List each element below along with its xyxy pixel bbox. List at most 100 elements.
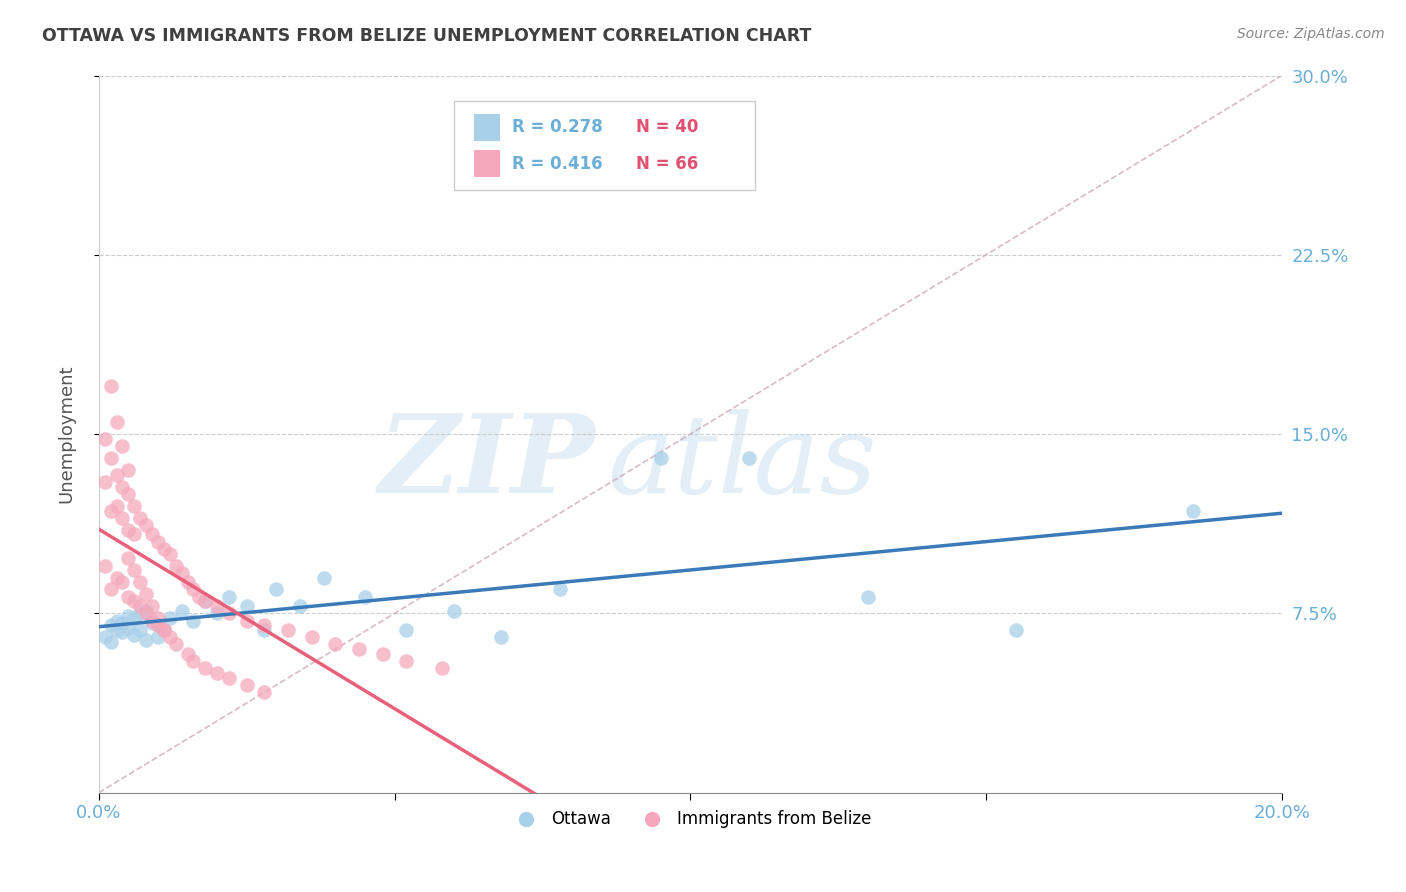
Point (105, 467, 128, 482)
Point (347, 642, 370, 657)
Point (105, 499, 128, 513)
Point (111, 625, 134, 640)
Point (301, 630, 323, 644)
Point (117, 463, 139, 477)
Point (371, 647, 394, 661)
Point (183, 654, 205, 668)
Point (129, 623, 152, 637)
Point (170, 604, 193, 618)
Point (124, 594, 146, 608)
Point (93, 432, 115, 446)
Point (141, 599, 163, 614)
Point (100, 379, 122, 393)
Point (117, 487, 139, 501)
Point (188, 590, 211, 604)
Point (183, 582, 205, 597)
Text: OTTAWA VS IMMIGRANTS FROM BELIZE UNEMPLOYMENT CORRELATION CHART: OTTAWA VS IMMIGRANTS FROM BELIZE UNEMPLO… (42, 27, 811, 45)
Text: R = 0.278: R = 0.278 (512, 119, 602, 136)
Point (100, 450, 122, 465)
Text: N = 66: N = 66 (636, 154, 699, 172)
Point (325, 637, 347, 651)
Text: ZIP: ZIP (380, 409, 596, 516)
Point (100, 635, 122, 649)
Point (129, 607, 152, 621)
Point (650, 450, 672, 465)
Point (124, 628, 146, 642)
Point (194, 594, 217, 608)
Point (117, 608, 139, 623)
Text: R = 0.416: R = 0.416 (512, 154, 602, 172)
Point (124, 527, 146, 541)
Point (146, 534, 169, 549)
Point (354, 590, 377, 604)
Point (264, 582, 287, 597)
Point (1182, 503, 1205, 517)
Point (135, 517, 157, 532)
Point (489, 630, 512, 644)
Point (105, 623, 128, 637)
Point (194, 594, 217, 608)
Point (105, 415, 128, 429)
Point (129, 510, 152, 524)
Point (312, 570, 335, 584)
Point (129, 599, 152, 614)
Point (165, 637, 187, 651)
Point (100, 503, 122, 517)
Point (111, 510, 134, 524)
Point (111, 439, 134, 453)
Point (153, 541, 176, 556)
Point (111, 615, 134, 630)
Point (235, 614, 257, 628)
FancyBboxPatch shape (474, 150, 499, 178)
Point (218, 607, 240, 621)
Point (277, 623, 299, 637)
Point (135, 604, 157, 618)
Point (117, 523, 139, 537)
Point (153, 623, 176, 637)
Point (111, 480, 134, 494)
Point (253, 618, 276, 632)
Point (235, 678, 257, 692)
Point (205, 666, 228, 681)
Point (430, 661, 453, 675)
Point (159, 547, 181, 561)
Point (141, 614, 163, 628)
Point (253, 623, 276, 637)
Point (395, 623, 418, 637)
Point (117, 551, 139, 566)
Point (100, 618, 122, 632)
Point (135, 587, 157, 601)
Point (176, 647, 198, 661)
Point (159, 630, 181, 644)
Text: N = 40: N = 40 (636, 119, 699, 136)
Point (124, 563, 146, 577)
Point (1004, 623, 1026, 637)
Point (194, 661, 217, 675)
Point (235, 599, 257, 614)
Point (183, 614, 205, 628)
Point (218, 671, 240, 685)
Point (205, 607, 228, 621)
Text: Source: ZipAtlas.com: Source: ZipAtlas.com (1237, 27, 1385, 41)
Point (124, 499, 146, 513)
Point (105, 570, 128, 584)
Y-axis label: Unemployment: Unemployment (58, 365, 75, 503)
Point (135, 607, 157, 621)
Point (253, 685, 276, 699)
Text: atlas: atlas (607, 409, 877, 516)
Point (117, 621, 139, 635)
Point (288, 599, 311, 614)
Point (93, 630, 115, 644)
Point (153, 623, 176, 637)
Point (129, 575, 152, 590)
Point (165, 558, 187, 573)
Point (135, 632, 157, 647)
Point (93, 475, 115, 489)
Point (395, 654, 418, 668)
FancyBboxPatch shape (454, 101, 755, 190)
Point (170, 566, 193, 580)
Point (146, 611, 169, 625)
Point (146, 630, 169, 644)
Point (105, 614, 128, 628)
Point (738, 450, 761, 465)
